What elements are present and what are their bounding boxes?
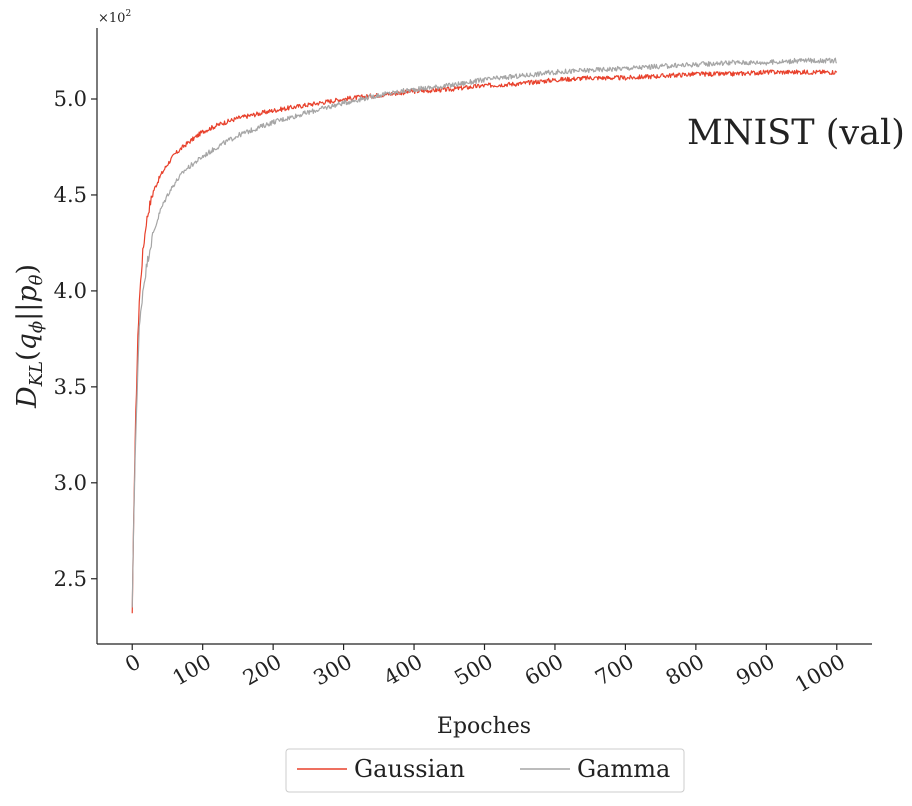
x-tick-label: 400: [380, 650, 427, 691]
y-axis-label: DKL(qϕ||pθ): [12, 264, 47, 409]
y-tick-label: 2.5: [54, 567, 87, 591]
y-label-open: (: [12, 350, 43, 361]
x-tick-label: 700: [591, 650, 638, 691]
legend: Gaussian Gamma: [285, 748, 685, 793]
x-tick-label: 300: [309, 650, 356, 691]
y-label-q: q: [12, 333, 43, 350]
x-ticks: 0 100 200 300 400 500 600 700 800 900 1000: [121, 644, 849, 697]
legend-frame: [285, 748, 685, 793]
y-ticks: 2.5 3.0 3.5 4.0 4.5 5.0: [54, 87, 97, 591]
series-line-gaussian: [131, 69, 838, 614]
y-tick-label: 3.0: [54, 471, 87, 495]
x-tick-label: 1000: [791, 650, 849, 698]
chart-annotation: MNIST (val): [687, 113, 905, 153]
y-label-close: ): [12, 264, 43, 275]
y-tick-label: 5.0: [54, 87, 87, 111]
y-label-sub3: θ: [26, 274, 47, 285]
legend-label-gaussian: Gaussian: [354, 755, 465, 783]
y-label-main: D: [12, 386, 43, 409]
x-tick-label: 200: [239, 650, 286, 691]
series-line-gamma: [131, 57, 838, 608]
y-label-sub1: KL: [26, 361, 47, 387]
x-tick-label: 100: [168, 650, 215, 691]
y-tick-label: 4.0: [54, 279, 87, 303]
x-tick-label: 900: [732, 650, 779, 691]
series-group: [131, 57, 838, 614]
y-multiplier-base: ×10: [98, 11, 125, 26]
legend-label-gamma: Gamma: [577, 755, 670, 783]
y-tick-label: 3.5: [54, 375, 87, 399]
x-tick-label: 0: [121, 650, 145, 677]
x-axis-label: Epoches: [437, 714, 531, 739]
x-tick-label: 600: [521, 650, 568, 691]
x-tick-label: 500: [450, 650, 497, 691]
y-label-p: p: [12, 285, 43, 302]
y-multiplier-exp: 2: [125, 9, 131, 19]
y-multiplier-label: ×102: [98, 9, 131, 26]
x-tick-label: 800: [662, 650, 709, 691]
y-label-mid: ||: [12, 303, 43, 321]
y-tick-label: 4.5: [54, 183, 87, 207]
y-label-sub2: ϕ: [26, 321, 47, 333]
